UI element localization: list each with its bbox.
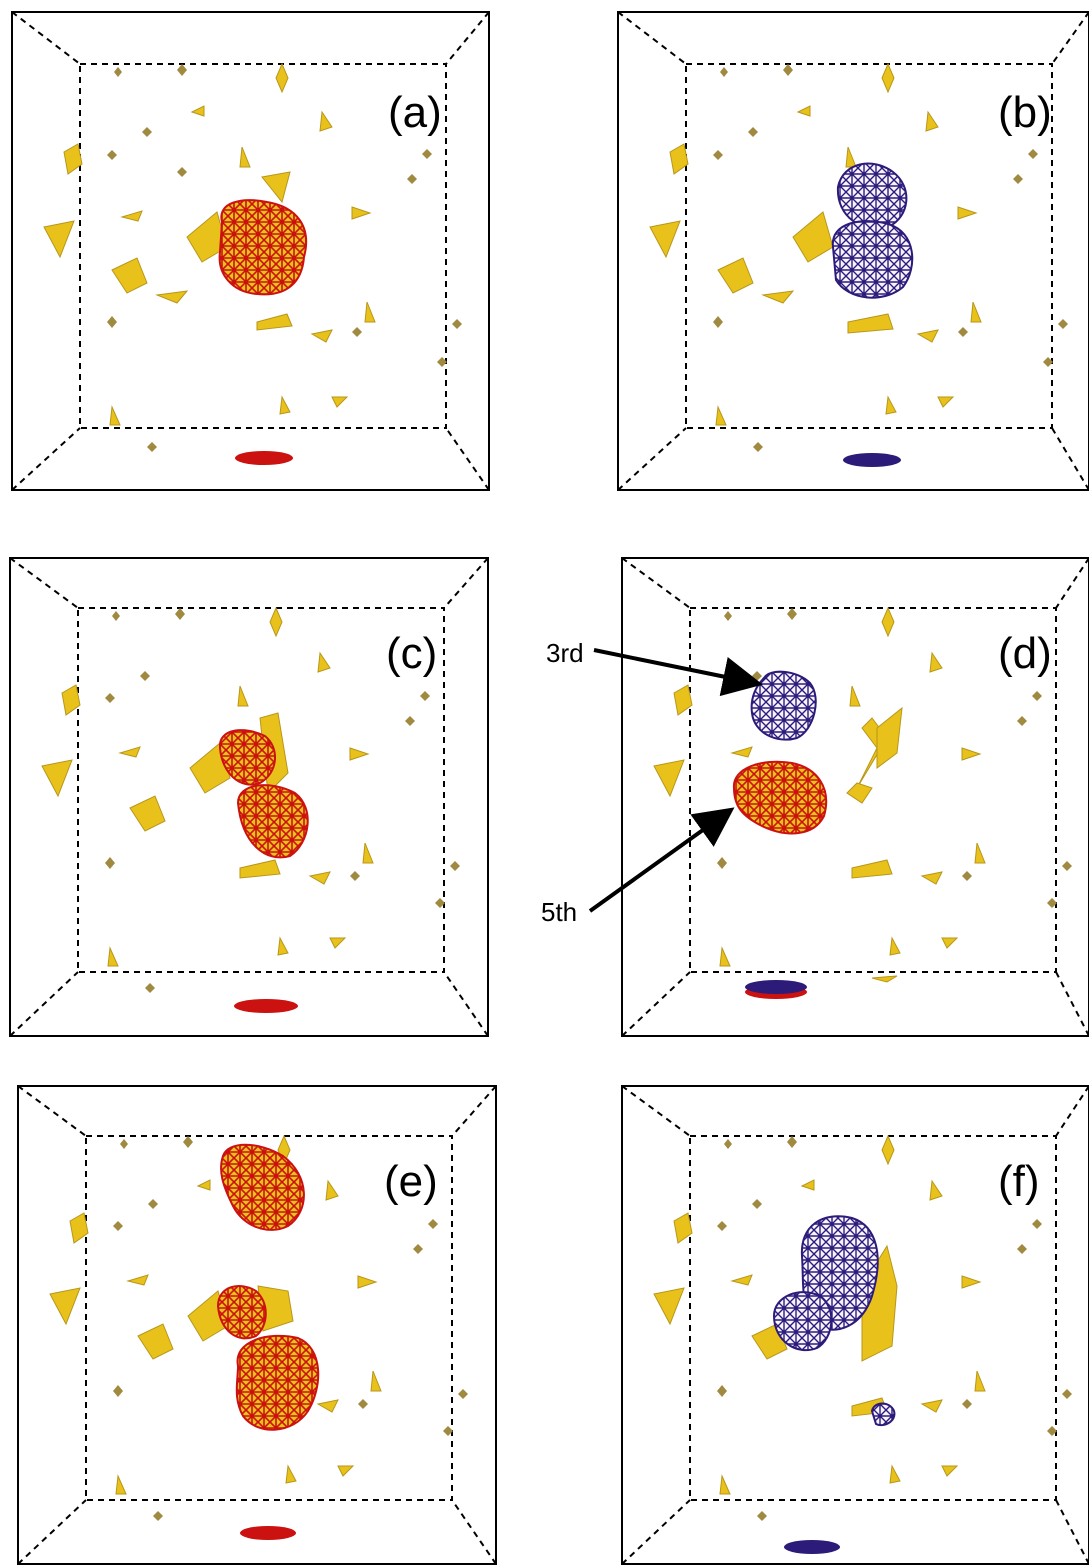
panel-b-legend-disc: [843, 453, 901, 467]
panel-c-small-diamonds: [105, 608, 460, 993]
panel-d-frame: [621, 557, 1089, 1037]
panel-d-legend-disc-blue: [745, 980, 807, 994]
panel-b: (b): [617, 11, 1089, 491]
panel-c-corner-edges: [9, 557, 489, 1037]
panel-e-frame: [17, 1085, 497, 1565]
panel-e-legend-disc: [240, 1526, 296, 1540]
panel-a-frame: [11, 11, 490, 491]
panel-f-inner-box: [689, 1135, 1057, 1501]
panel-b-inner-box: [685, 63, 1053, 429]
panel-d-gold-isosurfaces: [653, 606, 986, 983]
panel-c-gold-isosurfaces: [41, 606, 374, 967]
panel-a-inner-box: [79, 63, 447, 429]
panel-d-mesh-blob-5th: [732, 760, 828, 835]
annotation-3rd-label: 3rd: [546, 638, 584, 668]
panel-d-corner-edges: [621, 557, 1089, 1037]
panel-f-corner-edges: [621, 1085, 1089, 1565]
panel-a-mesh-blob: [218, 199, 308, 296]
panel-c-mesh-blob-upper: [218, 729, 277, 786]
panel-c-inner-box: [77, 607, 445, 973]
panel-e: (e): [17, 1085, 497, 1565]
panel-f-mesh-blob-small: [870, 1402, 896, 1427]
panel-f-gold-isosurfaces: [653, 1134, 986, 1495]
panel-e-label: (e): [384, 1157, 438, 1206]
panel-e-corner-edges: [17, 1085, 497, 1565]
panel-e-mesh-blob-top: [220, 1143, 305, 1231]
panel-c-mesh-blob-lower: [236, 784, 309, 859]
panel-d-mesh-blob-3rd: [750, 670, 817, 741]
panel-a-legend-disc: [235, 451, 293, 465]
panel-c: (c): [9, 557, 489, 1037]
arrow-3rd: [593, 648, 763, 697]
panel-b-mesh-blob-lower: [831, 220, 914, 299]
panel-e-small-diamonds: [113, 1136, 468, 1521]
panel-b-frame: [617, 11, 1089, 491]
panel-e-mesh-blob-middle: [216, 1285, 267, 1340]
panel-f-label: (f): [998, 1157, 1040, 1206]
panel-a-corner-edges: [11, 11, 490, 491]
panel-a-gold-isosurfaces: [43, 62, 376, 426]
panel-d: (d): [621, 557, 1089, 1037]
panel-f-mesh-blob-lower: [772, 1291, 833, 1352]
panel-d-annotations: 3rd 5th: [541, 638, 763, 927]
panel-a: (a): [11, 11, 490, 491]
panel-b-label: (b): [998, 88, 1052, 137]
panel-a-small-diamonds: [107, 64, 462, 452]
panel-e-gold-isosurfaces: [49, 1134, 382, 1495]
panel-c-frame: [9, 557, 489, 1037]
panel-b-mesh-blob-upper: [836, 162, 908, 230]
panel-c-label: (c): [386, 629, 437, 678]
annotation-5th-label: 5th: [541, 897, 577, 927]
panel-c-legend-disc: [234, 999, 298, 1013]
panel-f-legend-disc: [784, 1540, 840, 1554]
panel-e-mesh-blob-bottom: [235, 1334, 320, 1431]
panel-d-label: (d): [998, 629, 1052, 678]
panel-b-corner-edges: [617, 11, 1089, 491]
panel-b-small-diamonds: [713, 64, 1068, 452]
panel-e-inner-box: [85, 1135, 453, 1501]
arrow-5th: [588, 807, 735, 913]
panel-d-inner-box: [689, 607, 1057, 973]
panel-f-frame: [621, 1085, 1089, 1565]
panel-b-gold-isosurfaces: [649, 62, 982, 426]
panel-f-small-diamonds: [717, 1136, 1072, 1521]
panel-a-label: (a): [388, 88, 442, 137]
panel-f: (f): [621, 1085, 1089, 1565]
